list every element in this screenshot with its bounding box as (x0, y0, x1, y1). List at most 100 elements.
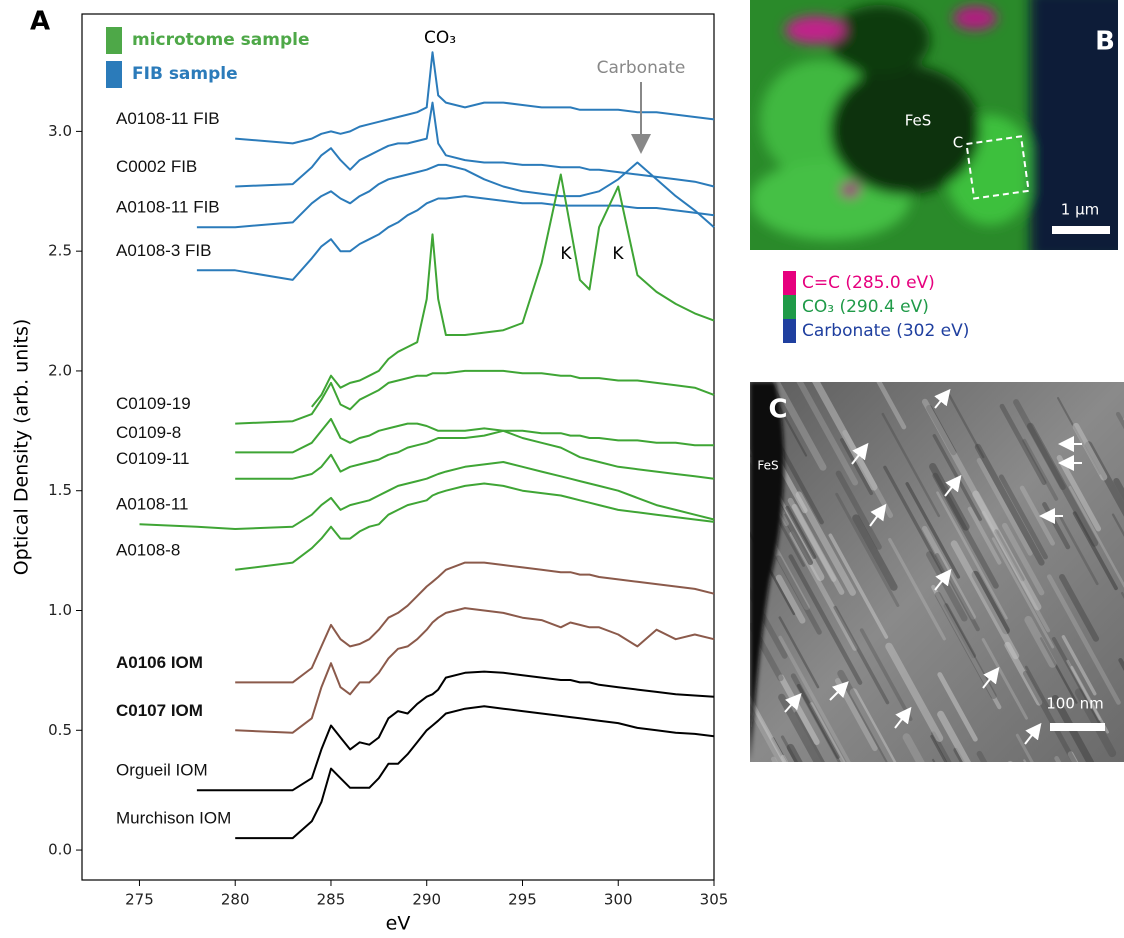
texture-streak (888, 537, 946, 641)
annotation: FeS (757, 459, 778, 473)
x-tick-label: 300 (604, 891, 633, 909)
texture-streak (1022, 670, 1078, 762)
texture-streak (1061, 635, 1097, 696)
series-label: A0108-11 FIB (116, 198, 220, 217)
spectrum-line (139, 461, 715, 530)
texture-streak (778, 635, 851, 762)
map-region (953, 6, 997, 30)
scale-bar (1050, 723, 1105, 731)
series-label: C0109-19 (116, 394, 191, 413)
texture-streak (1024, 615, 1057, 668)
spectrum-line (235, 482, 715, 571)
texture-streak (936, 491, 1008, 620)
texture-streak (786, 743, 803, 762)
annotation: FeS (905, 112, 932, 130)
texture-streak (971, 570, 1010, 635)
annotation: K (612, 244, 624, 264)
x-tick-label: 290 (412, 891, 441, 909)
texture-streak (1024, 665, 1051, 710)
texture-streak (1068, 485, 1124, 588)
texture-streak (937, 710, 971, 762)
texture-streak (1026, 422, 1099, 547)
texture-streak (885, 642, 944, 742)
texture-streak (1015, 733, 1034, 762)
texture-streak (780, 754, 789, 762)
texture-streak (778, 693, 822, 762)
texture-streak (796, 683, 840, 759)
x-tick-label: 305 (700, 891, 729, 909)
texture-streak (1022, 438, 1059, 501)
x-tick-label: 285 (317, 891, 346, 909)
annotation: CO₃ (424, 28, 456, 48)
spectrum-line (235, 705, 715, 840)
texture-streak (921, 398, 999, 533)
texture-streak (931, 731, 952, 762)
texture-streak (742, 781, 795, 877)
y-tick-label: 2.5 (48, 242, 72, 260)
scale-bar-label: 100 nm (1046, 695, 1104, 713)
series-label: A0108-11 (116, 495, 188, 514)
texture-streak (849, 688, 897, 762)
series-label: Orgueil IOM (116, 761, 208, 780)
texture-streak (1066, 659, 1101, 721)
series-label: A0106 IOM (116, 653, 203, 672)
texture-streak (1072, 511, 1118, 591)
fes-region (750, 382, 785, 762)
texture-streak (1113, 477, 1124, 502)
texture-streak (967, 506, 1002, 565)
series-label: C0002 FIB (116, 157, 197, 176)
spectrum-line (235, 369, 715, 425)
spectrum-line (235, 417, 714, 454)
texture-streak (929, 462, 970, 531)
scale-bar (1052, 226, 1110, 234)
legend-label: Carbonate (302 eV) (802, 321, 969, 341)
spectrum-line (235, 561, 715, 684)
texture-streak (1093, 771, 1124, 847)
texture-streak (1059, 574, 1100, 642)
texture-streak (932, 758, 936, 762)
x-tick-label: 280 (221, 891, 250, 909)
texture-streak (926, 404, 957, 456)
texture-streak (876, 382, 907, 430)
pointer-arrow (982, 666, 1000, 689)
texture-streak (937, 672, 978, 742)
tem-image (742, 382, 1124, 893)
texture-streak (999, 403, 1047, 486)
y-tick-label: 0.5 (48, 721, 72, 739)
y-axis-label: Optical Density (arb. units) (11, 319, 33, 576)
x-tick-label: 275 (125, 891, 154, 909)
map-region (830, 65, 980, 195)
texture-streak (1067, 751, 1079, 762)
pointer-arrow (894, 706, 912, 729)
texture-streak (974, 443, 1045, 566)
map-legend: C=C (285.0 eV) CO₃ (290.4 eV) Carbonate (3… (783, 271, 969, 343)
texture-streak (809, 702, 846, 762)
texture-streak (772, 382, 827, 471)
texture-streak (778, 616, 820, 689)
annotation: C (953, 134, 963, 152)
texture-streak (788, 554, 863, 685)
map-region (840, 182, 860, 198)
texture-streak (794, 711, 825, 762)
texture-streak (1112, 768, 1124, 842)
texture-streak (946, 390, 985, 459)
pointer-arrow (784, 692, 802, 713)
texture-streak (859, 628, 913, 722)
texture-streak (905, 482, 961, 579)
legend-swatch (783, 295, 796, 319)
texture-streak (881, 412, 941, 518)
texture-streak (833, 605, 890, 705)
legend-swatch (783, 319, 796, 343)
spectrum-line (196, 670, 715, 792)
x-tick-label: 295 (508, 891, 537, 909)
spectrum-line (311, 173, 715, 408)
texture-streak (796, 382, 859, 486)
pointer-arrow (934, 388, 951, 409)
texture-streak (886, 780, 948, 893)
y-tick-label: 1.0 (48, 601, 72, 619)
texture-streak (1072, 422, 1108, 481)
texture-streak (953, 747, 965, 762)
texture-streak (902, 733, 925, 762)
texture-streak (1002, 522, 1045, 596)
